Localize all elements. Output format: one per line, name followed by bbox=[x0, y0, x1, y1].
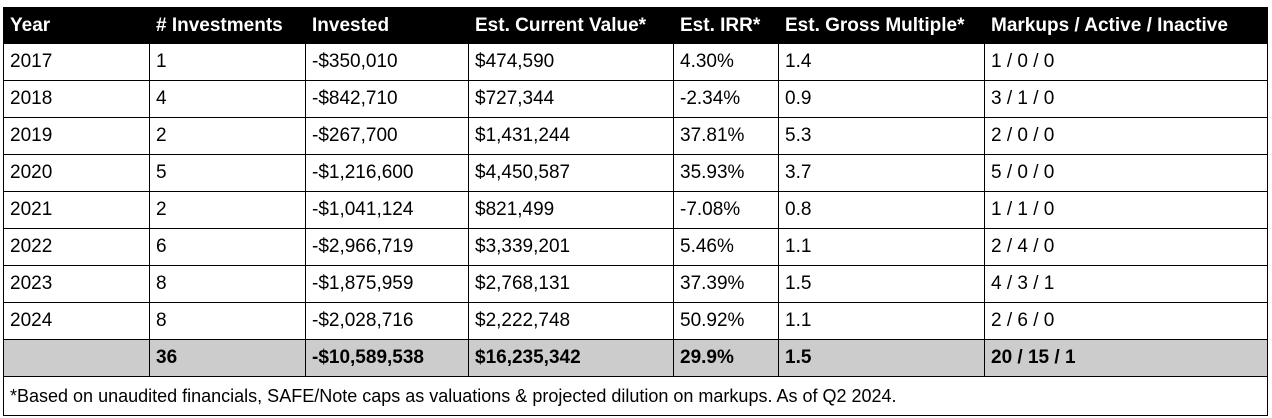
header-est-current-value: Est. Current Value* bbox=[468, 7, 674, 44]
cell-markups: 4 / 3 / 1 bbox=[984, 265, 1268, 303]
cell-markups: 2 / 4 / 0 bbox=[984, 228, 1268, 266]
cell-current-value: $3,339,201 bbox=[468, 228, 674, 266]
cell-markups: 2 / 6 / 0 bbox=[984, 302, 1268, 340]
cell-num-investments: 2 bbox=[149, 117, 306, 155]
table-row: 2021 2 -$1,041,124 $821,499 -7.08% 0.8 1… bbox=[3, 191, 1268, 229]
cell-current-value: $821,499 bbox=[468, 191, 674, 229]
cell-gross-multiple: 1.5 bbox=[778, 265, 985, 303]
cell-year: 2023 bbox=[3, 265, 150, 303]
cell-invested: -$350,010 bbox=[305, 43, 469, 81]
cell-gross-multiple: 1.1 bbox=[778, 228, 985, 266]
cell-irr: 4.30% bbox=[673, 43, 779, 81]
total-year-cell bbox=[3, 339, 150, 377]
cell-irr: 35.93% bbox=[673, 154, 779, 192]
total-num-investments: 36 bbox=[149, 339, 306, 377]
cell-year: 2018 bbox=[3, 80, 150, 118]
cell-irr: 37.39% bbox=[673, 265, 779, 303]
cell-current-value: $1,431,244 bbox=[468, 117, 674, 155]
cell-current-value: $474,590 bbox=[468, 43, 674, 81]
cell-num-investments: 8 bbox=[149, 302, 306, 340]
cell-markups: 3 / 1 / 0 bbox=[984, 80, 1268, 118]
table-row: 2018 4 -$842,710 $727,344 -2.34% 0.9 3 /… bbox=[3, 80, 1268, 118]
total-markups: 20 / 15 / 1 bbox=[984, 339, 1268, 377]
table-row: 2022 6 -$2,966,719 $3,339,201 5.46% 1.1 … bbox=[3, 228, 1268, 266]
table-row: 2023 8 -$1,875,959 $2,768,131 37.39% 1.5… bbox=[3, 265, 1268, 303]
header-invested: Invested bbox=[305, 7, 469, 44]
cell-num-investments: 1 bbox=[149, 43, 306, 81]
cell-current-value: $727,344 bbox=[468, 80, 674, 118]
table-row: 2019 2 -$267,700 $1,431,244 37.81% 5.3 2… bbox=[3, 117, 1268, 155]
cell-gross-multiple: 1.4 bbox=[778, 43, 985, 81]
cell-current-value: $4,450,587 bbox=[468, 154, 674, 192]
cell-num-investments: 6 bbox=[149, 228, 306, 266]
header-est-irr: Est. IRR* bbox=[673, 7, 779, 44]
investment-summary: Year # Investments Invested Est. Current… bbox=[3, 7, 1268, 416]
cell-gross-multiple: 0.8 bbox=[778, 191, 985, 229]
cell-num-investments: 2 bbox=[149, 191, 306, 229]
cell-irr: 5.46% bbox=[673, 228, 779, 266]
investments-by-year-table: Year # Investments Invested Est. Current… bbox=[3, 7, 1268, 416]
header-num-investments: # Investments bbox=[149, 7, 306, 44]
footnote: *Based on unaudited financials, SAFE/Not… bbox=[3, 376, 1268, 416]
cell-irr: 37.81% bbox=[673, 117, 779, 155]
cell-invested: -$1,041,124 bbox=[305, 191, 469, 229]
cell-invested: -$2,966,719 bbox=[305, 228, 469, 266]
total-current-value: $16,235,342 bbox=[468, 339, 674, 377]
cell-gross-multiple: 0.9 bbox=[778, 80, 985, 118]
cell-year: 2024 bbox=[3, 302, 150, 340]
cell-markups: 1 / 0 / 0 bbox=[984, 43, 1268, 81]
cell-num-investments: 4 bbox=[149, 80, 306, 118]
cell-markups: 5 / 0 / 0 bbox=[984, 154, 1268, 192]
header-year: Year bbox=[3, 7, 150, 44]
cell-irr: -2.34% bbox=[673, 80, 779, 118]
cell-year: 2019 bbox=[3, 117, 150, 155]
cell-markups: 1 / 1 / 0 bbox=[984, 191, 1268, 229]
total-irr: 29.9% bbox=[673, 339, 779, 377]
header-row: Year # Investments Invested Est. Current… bbox=[3, 7, 1268, 44]
cell-invested: -$842,710 bbox=[305, 80, 469, 118]
cell-year: 2022 bbox=[3, 228, 150, 266]
cell-year: 2021 bbox=[3, 191, 150, 229]
cell-current-value: $2,222,748 bbox=[468, 302, 674, 340]
cell-current-value: $2,768,131 bbox=[468, 265, 674, 303]
cell-num-investments: 5 bbox=[149, 154, 306, 192]
cell-gross-multiple: 3.7 bbox=[778, 154, 985, 192]
table-row: 2017 1 -$350,010 $474,590 4.30% 1.4 1 / … bbox=[3, 43, 1268, 81]
cell-invested: -$1,875,959 bbox=[305, 265, 469, 303]
cell-invested: -$1,216,600 bbox=[305, 154, 469, 192]
header-est-gross-multiple: Est. Gross Multiple* bbox=[778, 7, 985, 44]
total-invested: -$10,589,538 bbox=[305, 339, 469, 377]
cell-year: 2017 bbox=[3, 43, 150, 81]
cell-gross-multiple: 5.3 bbox=[778, 117, 985, 155]
total-gross-multiple: 1.5 bbox=[778, 339, 985, 377]
footnote-row: *Based on unaudited financials, SAFE/Not… bbox=[3, 376, 1268, 416]
table-row: 2020 5 -$1,216,600 $4,450,587 35.93% 3.7… bbox=[3, 154, 1268, 192]
cell-invested: -$2,028,716 bbox=[305, 302, 469, 340]
cell-markups: 2 / 0 / 0 bbox=[984, 117, 1268, 155]
header-markups-active-inactive: Markups / Active / Inactive bbox=[984, 7, 1268, 44]
table-row: 2024 8 -$2,028,716 $2,222,748 50.92% 1.1… bbox=[3, 302, 1268, 340]
cell-num-investments: 8 bbox=[149, 265, 306, 303]
total-row: 36 -$10,589,538 $16,235,342 29.9% 1.5 20… bbox=[3, 339, 1268, 377]
cell-irr: 50.92% bbox=[673, 302, 779, 340]
cell-invested: -$267,700 bbox=[305, 117, 469, 155]
cell-year: 2020 bbox=[3, 154, 150, 192]
cell-gross-multiple: 1.1 bbox=[778, 302, 985, 340]
cell-irr: -7.08% bbox=[673, 191, 779, 229]
